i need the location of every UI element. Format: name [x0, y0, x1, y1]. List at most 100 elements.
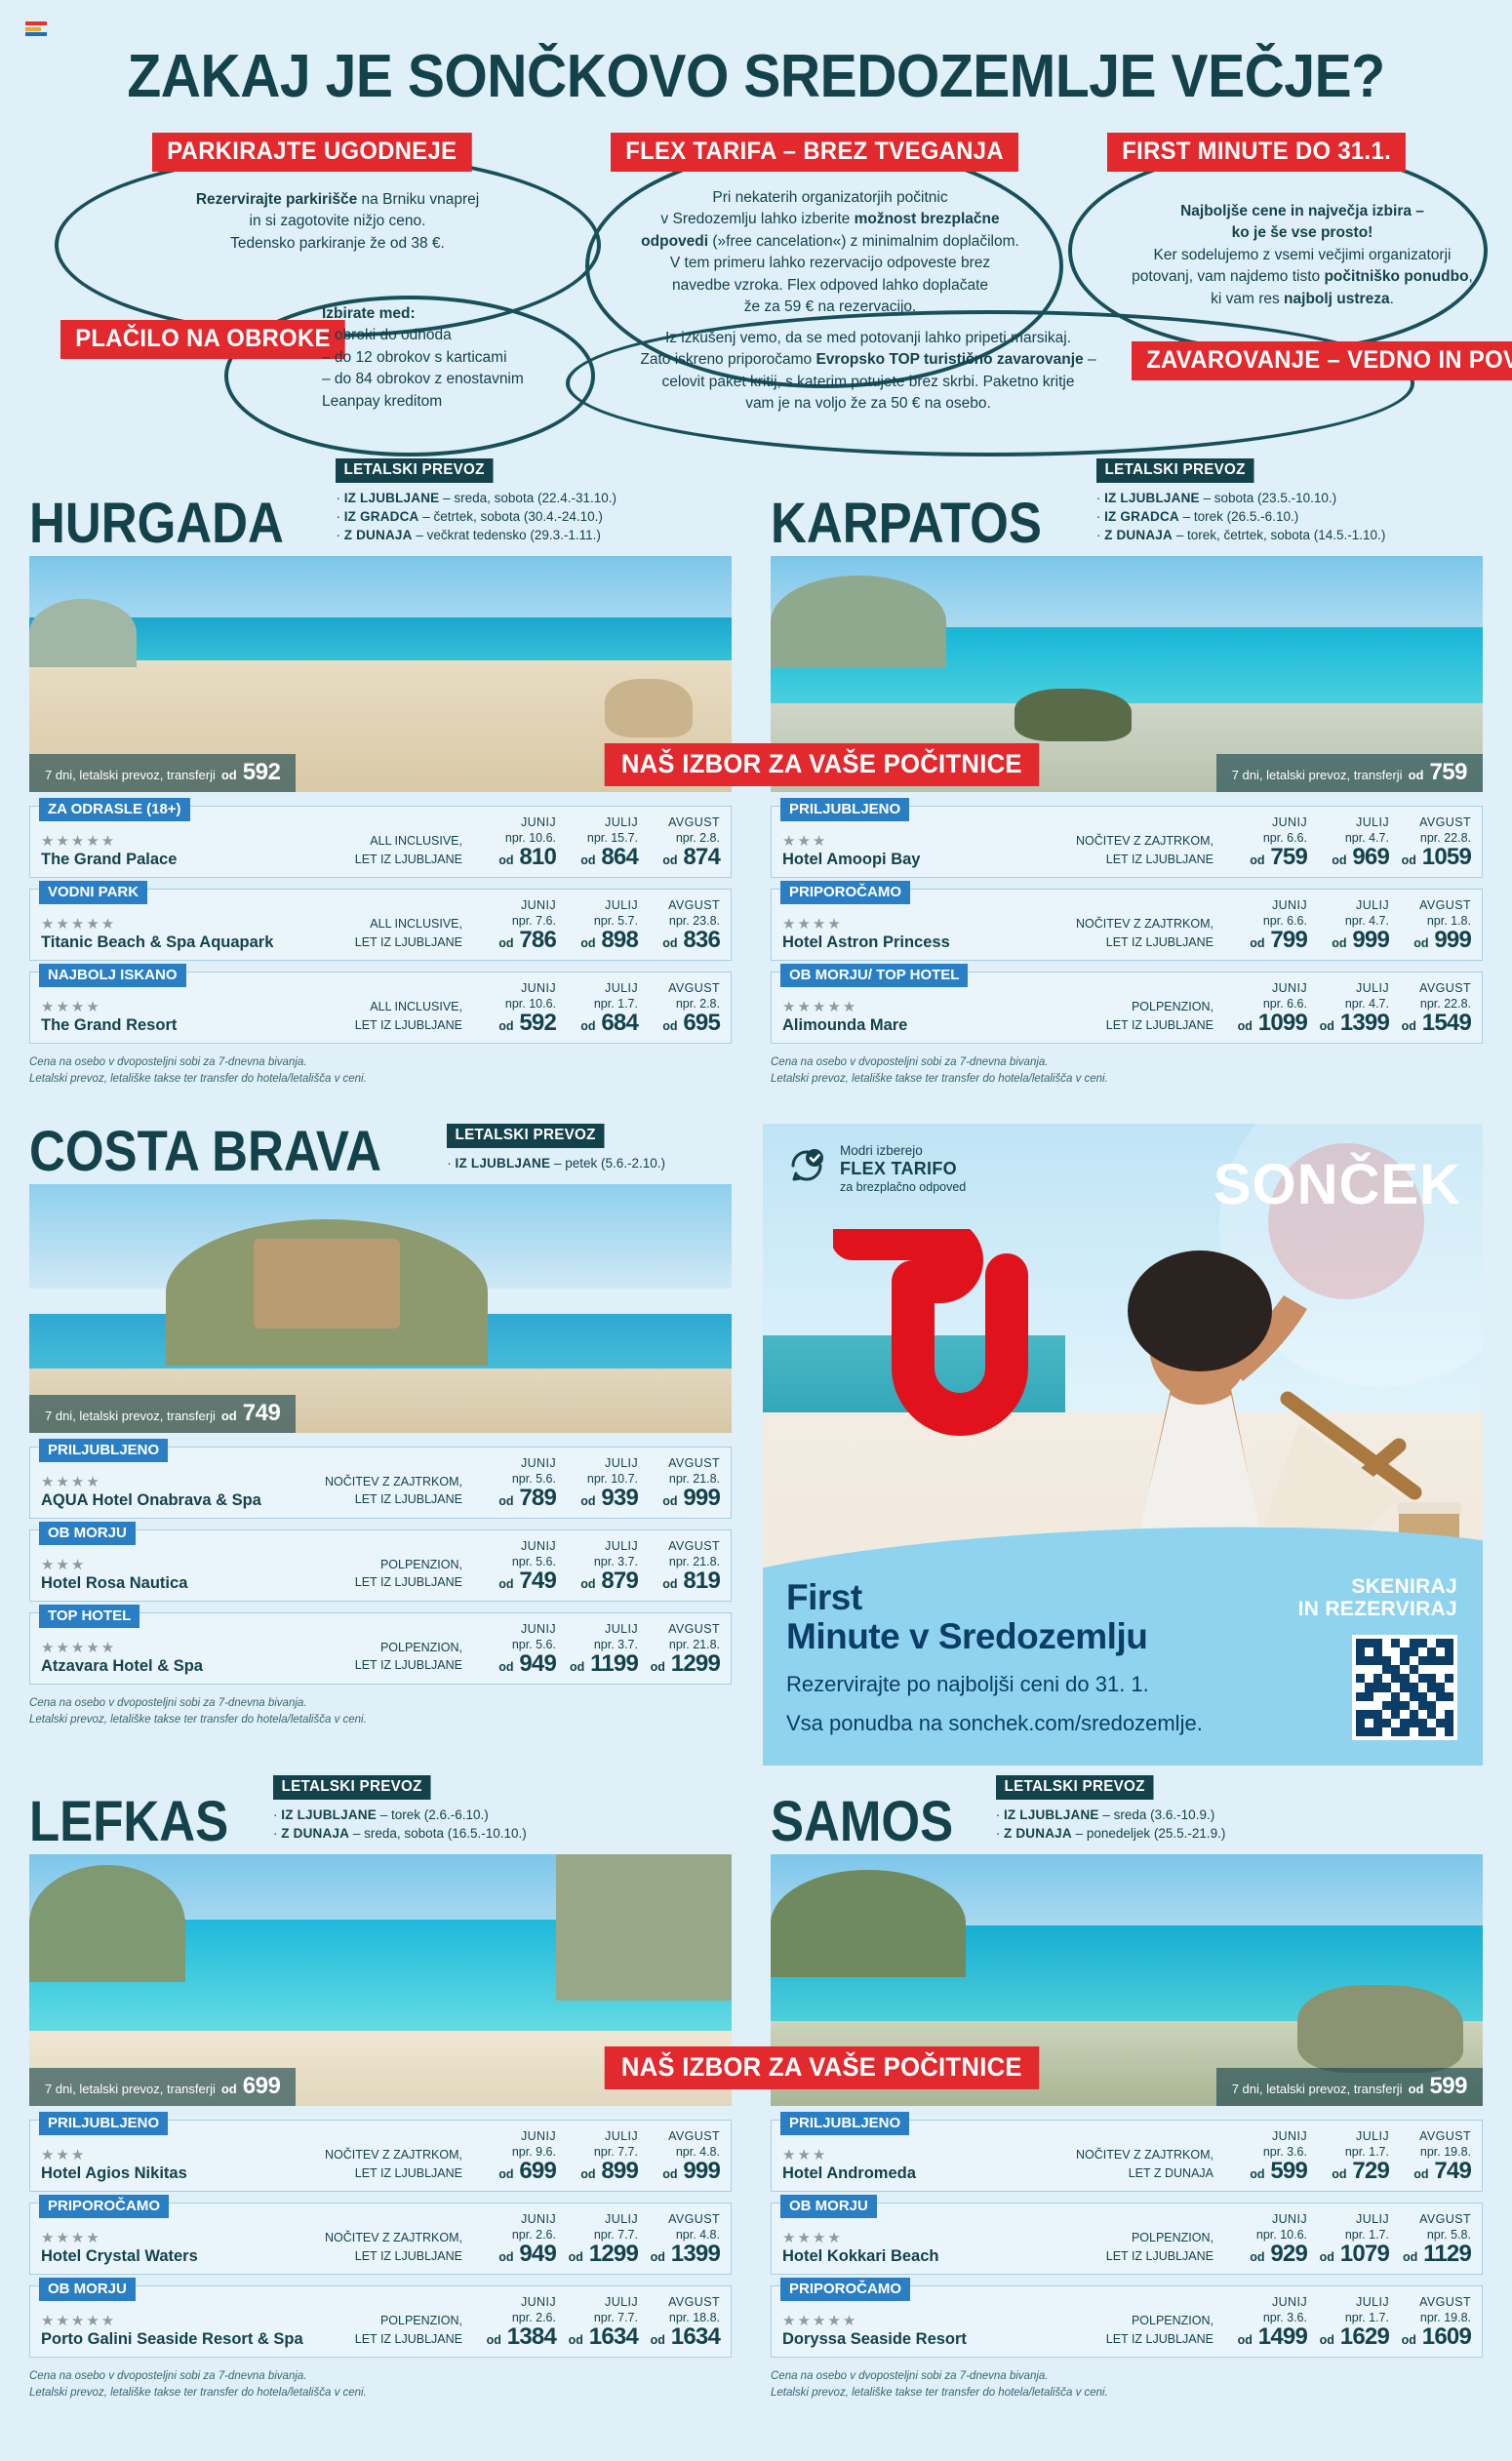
bubble-obroki: Izbirate med: – obroki do odhoda – do 12…: [322, 303, 576, 413]
destination-karpatos-title: KARPATOS: [771, 492, 1042, 556]
route-line: · IZ GRADCA – četrtek, sobota (30.4.-24.…: [336, 509, 603, 525]
price-col: AVGUST npr. 19.8. od 749: [1413, 2129, 1472, 2185]
bubble-flex-pill: FLEX TARIFA – BREZ TVEGANJA: [611, 133, 1019, 172]
advert-headline: First Minute v Sredozemlju: [786, 1577, 1148, 1656]
footnote: Cena na osebo v dvoposteljni sobi za 7-d…: [29, 1697, 367, 1726]
hotel-card[interactable]: TOP HOTEL ★★★★★ Atzavara Hotel & Spa POL…: [29, 1605, 732, 1686]
price-col: JULIJ npr. 1.7. od 729: [1332, 2129, 1390, 2185]
price-col: JUNIJ npr. 5.6. od 949: [498, 1621, 557, 1677]
price-col: AVGUST npr. 5.8. od 1129: [1402, 2212, 1472, 2268]
price-col: JULIJ npr. 10.7. od 939: [580, 1455, 639, 1511]
bubble-zavarovanje-line-3: celovit paket kritij, s katerim potujete…: [661, 373, 1075, 390]
hotel-card[interactable]: OB MORJU ★★★★★ Porto Galini Seaside Reso…: [29, 2278, 732, 2359]
price-months: JUNIJ npr. 3.6. od 599 JULIJ npr. 1.7. od 72…: [1225, 2129, 1472, 2185]
price-months: JUNIJ npr. 6.6. od 799 JULIJ npr. 4.7. od 99…: [1225, 898, 1472, 954]
ribbon-amount: 749: [242, 1400, 281, 1427]
hotel-card[interactable]: VODNI PARK ★★★★★ Titanic Beach & Spa Aqu…: [29, 881, 732, 962]
ribbon-amount: 699: [242, 2073, 281, 2100]
star-rating: ★★★★★: [782, 2312, 858, 2329]
price-months: JUNIJ npr. 10.6. od 592 JULIJ npr. 1.7. od 6…: [474, 981, 721, 1037]
bubble-zavarovanje-text: Iz izkušenj vemo, da se med potovanji la…: [585, 328, 1151, 416]
flex-tarifa-badge: Modri izberejo FLEX TARIFO za brezplačno…: [784, 1143, 966, 1196]
hotel-name: Doryssa Seaside Resort: [782, 2330, 967, 2349]
price-ribbon: 7 dni, letalski prevoz, transferji od 59…: [29, 754, 297, 793]
price-col: JUNIJ npr. 10.6. od 929: [1250, 2212, 1308, 2268]
board-type: POLPENZION, LET IZ LJUBLJANE: [1105, 999, 1214, 1032]
price-col: JULIJ npr. 4.7. od 969: [1332, 815, 1390, 871]
price-col: JUNIJ npr. 2.6. od 949: [498, 2212, 557, 2268]
board-type: POLPENZION, LET IZ LJUBLJANE: [1105, 2313, 1214, 2346]
star-rating: ★★★★★: [41, 915, 117, 933]
destination-costa-brava: COSTA BRAVA LETALSKI PREVOZ · IZ LJUBLJA…: [29, 1124, 732, 1728]
board-type: NOČITEV Z ZAJTRKOM, LET IZ LJUBLJANE: [325, 2147, 462, 2180]
hotel-card[interactable]: ZA ODRASLE (18+) ★★★★★ The Grand Palace …: [29, 798, 732, 879]
board-type: ALL INCLUSIVE, LET IZ LJUBLJANE: [354, 916, 462, 949]
hotel-tag-chip: PRILJUBLJENO: [780, 2112, 910, 2136]
destination-karpatos: KARPATOS LETALSKI PREVOZ · IZ LJUBLJANE …: [771, 458, 1483, 1088]
hotel-card[interactable]: PRIPOROČAMO ★★★★ Hotel Astron Princess N…: [771, 881, 1483, 962]
scan-instruction: SKENIRAJ IN REZERVIRAJ: [1298, 1575, 1457, 1621]
qr-code[interactable]: [1352, 1635, 1457, 1740]
price-col: JUNIJ npr. 6.6. od 799: [1250, 898, 1308, 954]
bubble-parking-line-1: Rezervirajte parkirišče na Brniku vnapre…: [195, 191, 480, 208]
price-col: JUNIJ npr. 6.6. od 759: [1250, 815, 1308, 871]
bubble-obroki-text: Izbirate med: – obroki do odhoda – do 12…: [322, 303, 576, 413]
hotel-card[interactable]: OB MORJU ★★★ Hotel Rosa Nautica POLPENZI…: [29, 1522, 732, 1603]
hotel-card[interactable]: PRILJUBLJENO ★★★ Hotel Agios Nikitas NOČ…: [29, 2112, 732, 2193]
transport-tag: LETALSKI PREVOZ: [447, 1124, 605, 1148]
price-col: AVGUST npr. 21.8. od 1299: [650, 1621, 721, 1677]
star-rating: ★★★★★: [41, 832, 117, 850]
destination-samos-photo: 7 dni, letalski prevoz, transferji od 59…: [771, 1854, 1483, 2107]
price-col: JULIJ npr. 4.7. od 1399: [1319, 981, 1390, 1037]
price-col: AVGUST npr. 21.8. od 999: [662, 1455, 721, 1511]
star-rating: ★★★: [782, 832, 828, 850]
destination-lefkas-title: LEFKAS: [29, 1790, 229, 1854]
destination-hurgada-hotels: ZA ODRASLE (18+) ★★★★★ The Grand Palace …: [29, 798, 732, 1087]
hotel-card[interactable]: PRILJUBLJENO ★★★ Hotel Andromeda NOČITEV…: [771, 2112, 1483, 2193]
price-ribbon: 7 dni, letalski prevoz, transferji od 75…: [1215, 754, 1483, 793]
bubble-firstminute-text: Najboljše cene in največja izbira – ko j…: [1107, 201, 1497, 310]
hotel-card[interactable]: NAJBOLJ ISKANO ★★★★ The Grand Resort ALL…: [29, 964, 732, 1045]
board-type: NOČITEV Z ZAJTRKOM, LET Z DUNAJA: [1076, 2147, 1214, 2180]
star-rating: ★★★★: [41, 998, 101, 1015]
hotel-name: Alimounda Mare: [782, 1016, 908, 1035]
soncek-advert[interactable]: Modri izberejo FLEX TARIFO za brezplačno…: [763, 1124, 1483, 1766]
price-col: AVGUST npr. 1.8. od 999: [1413, 898, 1472, 954]
price-col: JULIJ npr. 7.7. od 1299: [568, 2212, 639, 2268]
hotel-card[interactable]: OB MORJU/ TOP HOTEL ★★★★★ Alimounda Mare…: [771, 964, 1483, 1045]
board-type: NOČITEV Z ZAJTRKOM, LET IZ LJUBLJANE: [1076, 833, 1214, 866]
hotel-name: Hotel Rosa Nautica: [41, 1574, 188, 1593]
hotel-tag-chip: PRIPOROČAMO: [780, 881, 911, 905]
destination-karpatos-hotels: PRILJUBLJENO ★★★ Hotel Amoopi Bay NOČITE…: [771, 798, 1483, 1087]
hotel-tag-chip: PRILJUBLJENO: [39, 1439, 169, 1463]
ribbon-text: 7 dni, letalski prevoz, transferji: [45, 768, 216, 783]
soncek-brand-logo: SONČEK: [1213, 1153, 1461, 1216]
beach-scene-image: [771, 556, 1483, 793]
star-rating: ★★★★★: [41, 2312, 117, 2329]
board-type: NOČITEV Z ZAJTRKOM, LET IZ LJUBLJANE: [325, 1474, 462, 1507]
destination-samos-meta: LETALSKI PREVOZ · IZ LJUBLJANE – sreda (…: [995, 1775, 1225, 1846]
hotel-card[interactable]: PRIPOROČAMO ★★★★★ Doryssa Seaside Resort…: [771, 2278, 1483, 2359]
bubble-firstminute-pill: FIRST MINUTE DO 31.1.: [1107, 133, 1407, 172]
ribbon-text: 7 dni, letalski prevoz, transferji: [1231, 2082, 1403, 2097]
bubble-parking-pill: PARKIRAJTE UGODNEJE: [152, 133, 472, 172]
flex-check-icon: [791, 1149, 823, 1181]
hotel-card[interactable]: PRILJUBLJENO ★★★ Hotel Amoopi Bay NOČITE…: [771, 798, 1483, 879]
advert-subline-2: Vsa ponudba na sonchek.com/sredozemlje.: [786, 1711, 1203, 1735]
hotel-name: Hotel Andromeda: [782, 2164, 916, 2183]
price-months: JUNIJ npr. 9.6. od 699 JULIJ npr. 7.7. od 89…: [474, 2129, 721, 2185]
footnote: Cena na osebo v dvoposteljni sobi za 7-d…: [29, 2370, 367, 2399]
price-ribbon: 7 dni, letalski prevoz, transferji od 69…: [29, 2068, 297, 2107]
advert-headline-line-1: First: [786, 1577, 862, 1618]
price-col: JULIJ npr. 1.7. od 684: [580, 981, 639, 1037]
board-type: POLPENZION, LET IZ LJUBLJANE: [354, 1640, 462, 1673]
hotel-card[interactable]: OB MORJU ★★★★ Hotel Kokkari Beach POLPEN…: [771, 2195, 1483, 2276]
destination-costa-brava-title: COSTA BRAVA: [29, 1120, 382, 1184]
price-col: JULIJ npr. 7.7. od 899: [580, 2129, 639, 2185]
bubble-zavarovanje-line-4: vam je na voljo že za 50 € na osebo.: [745, 395, 991, 413]
ribbon-amount: 592: [242, 759, 281, 786]
hotel-card[interactable]: PRILJUBLJENO ★★★★ AQUA Hotel Onabrava & …: [29, 1439, 732, 1520]
ribbon-text: 7 dni, letalski prevoz, transferji: [45, 2082, 216, 2097]
board-type: POLPENZION, LET IZ LJUBLJANE: [1105, 2230, 1214, 2263]
hotel-card[interactable]: PRIPOROČAMO ★★★★ Hotel Crystal Waters NO…: [29, 2195, 732, 2276]
